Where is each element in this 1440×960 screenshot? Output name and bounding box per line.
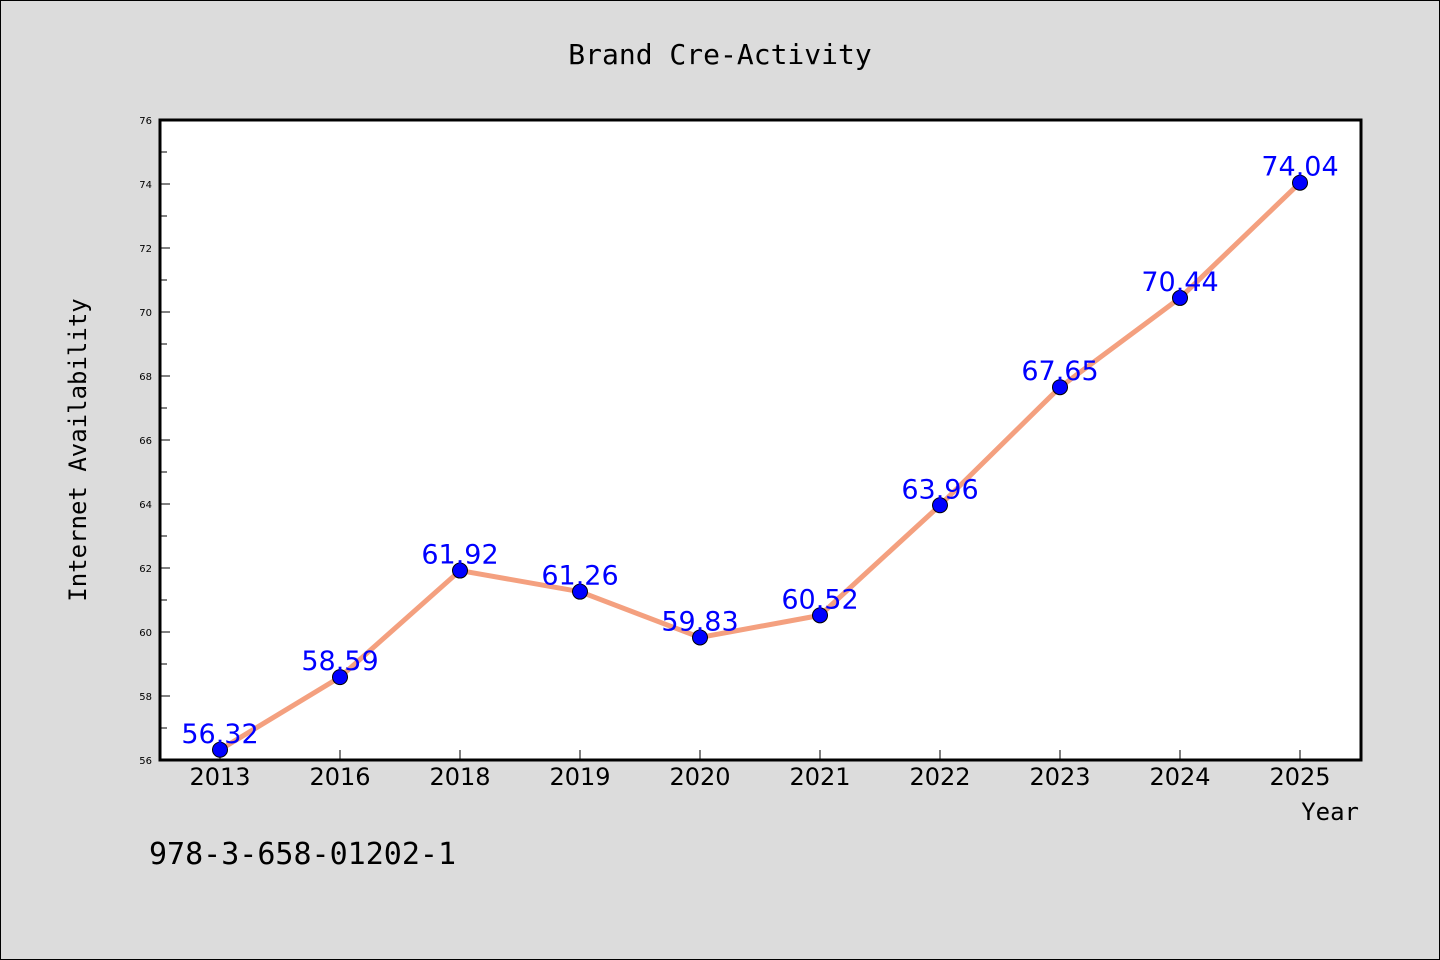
y-tick-label: 64 [139,500,152,511]
chart-title: Brand Cre-Activity [568,38,871,71]
y-tick-label: 70 [139,308,152,319]
y-axis-ticks: 56 58 60 62 64 66 68 70 72 74 76 [139,116,170,767]
y-tick-label: 68 [139,372,152,383]
data-label: 67.65 [1021,356,1098,387]
data-label: 56.32 [181,719,258,750]
data-label: 58.59 [301,646,378,677]
data-point [1172,289,1188,306]
plot-area [160,120,1361,760]
x-tick-label: 2018 [429,763,490,791]
footer-code: 978-3-658-01202-1 [149,837,456,872]
x-tick-label: 2022 [909,763,970,791]
data-point [332,669,348,686]
data-label: 74.04 [1261,152,1338,183]
data-label: 70.44 [1141,267,1218,298]
y-tick-label: 58 [139,692,152,703]
data-label: 61.92 [421,540,498,571]
x-axis-ticks: 2013 2016 2018 2019 2020 2021 2022 2023 2024 2025 [189,750,1331,791]
y-tick-label: 60 [139,628,152,639]
data-label: 61.26 [541,561,618,592]
data-point [1052,379,1068,396]
data-point [932,497,948,514]
y-tick-label: 62 [139,564,152,575]
plot-frame [158,118,1363,762]
series-line [217,180,1303,753]
x-tick-label: 2025 [1269,763,1330,791]
data-point [572,583,588,600]
x-axis-label: Year [1301,798,1359,826]
y-tick-label: 66 [139,436,152,447]
x-tick-label: 2013 [189,763,250,791]
x-tick-label: 2016 [309,763,370,791]
y-tick-label: 74 [139,180,152,191]
y-tick-label: 56 [139,756,152,767]
y-tick-label: 72 [139,244,152,255]
data-point [452,562,468,579]
data-point [812,607,828,624]
x-tick-label: 2019 [549,763,610,791]
x-tick-label: 2023 [1029,763,1090,791]
data-label: 59.83 [661,606,738,637]
y-tick-label: 76 [139,116,152,127]
data-label: 63.96 [901,474,978,505]
data-label: 60.52 [781,584,858,615]
series-layer: 56.32 58.59 61.92 61.26 59.83 60.52 63.96 67.65… [181,152,1339,758]
y-axis-label: Internet Availability [64,298,92,601]
x-tick-label: 2020 [669,763,730,791]
data-point [692,629,708,646]
x-tick-label: 2021 [789,763,850,791]
data-point [212,741,228,758]
data-point [1292,174,1308,191]
x-tick-label: 2024 [1149,763,1210,791]
